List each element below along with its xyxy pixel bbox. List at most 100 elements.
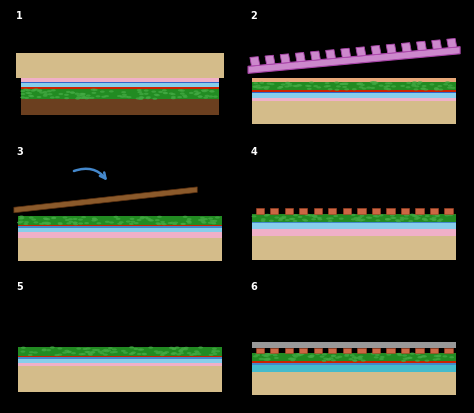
- Ellipse shape: [418, 81, 422, 83]
- Ellipse shape: [37, 90, 42, 92]
- Ellipse shape: [313, 85, 318, 87]
- Ellipse shape: [105, 221, 109, 223]
- Bar: [253, 90, 456, 92]
- Ellipse shape: [33, 351, 38, 354]
- Ellipse shape: [163, 92, 168, 94]
- Ellipse shape: [215, 350, 220, 352]
- Ellipse shape: [400, 218, 404, 221]
- Bar: [284, 348, 293, 353]
- Ellipse shape: [270, 83, 274, 85]
- Ellipse shape: [397, 354, 402, 356]
- Ellipse shape: [137, 353, 142, 355]
- Ellipse shape: [279, 218, 283, 220]
- Ellipse shape: [448, 214, 453, 216]
- Ellipse shape: [82, 348, 87, 350]
- Ellipse shape: [122, 94, 127, 96]
- Ellipse shape: [296, 353, 301, 355]
- Ellipse shape: [26, 89, 31, 91]
- Ellipse shape: [374, 356, 379, 358]
- Bar: [253, 78, 456, 81]
- Ellipse shape: [148, 347, 153, 349]
- Ellipse shape: [328, 220, 333, 222]
- Ellipse shape: [201, 221, 207, 224]
- Ellipse shape: [395, 219, 400, 221]
- Ellipse shape: [103, 349, 108, 351]
- Ellipse shape: [81, 93, 85, 95]
- Ellipse shape: [176, 353, 181, 356]
- Ellipse shape: [253, 86, 258, 88]
- Ellipse shape: [181, 347, 186, 349]
- Ellipse shape: [43, 217, 48, 220]
- Ellipse shape: [411, 83, 416, 85]
- Ellipse shape: [334, 81, 339, 84]
- Ellipse shape: [344, 83, 348, 85]
- Ellipse shape: [256, 85, 261, 87]
- Ellipse shape: [168, 222, 173, 224]
- Ellipse shape: [149, 219, 154, 221]
- Ellipse shape: [52, 217, 56, 219]
- Ellipse shape: [410, 214, 414, 216]
- Ellipse shape: [300, 353, 304, 355]
- Bar: [253, 223, 456, 229]
- Ellipse shape: [305, 85, 310, 87]
- Ellipse shape: [64, 97, 69, 99]
- Ellipse shape: [308, 356, 312, 358]
- Ellipse shape: [121, 91, 126, 93]
- Text: 1: 1: [16, 11, 23, 21]
- Ellipse shape: [130, 221, 135, 223]
- Bar: [253, 81, 456, 90]
- Ellipse shape: [445, 214, 449, 216]
- Ellipse shape: [322, 360, 327, 362]
- Ellipse shape: [62, 351, 67, 354]
- Ellipse shape: [202, 90, 207, 92]
- Ellipse shape: [163, 92, 167, 94]
- Ellipse shape: [266, 83, 271, 85]
- Ellipse shape: [195, 93, 200, 95]
- Ellipse shape: [78, 218, 83, 221]
- Ellipse shape: [414, 216, 419, 218]
- Ellipse shape: [137, 89, 142, 91]
- Ellipse shape: [34, 221, 38, 223]
- Bar: [20, 87, 219, 89]
- Ellipse shape: [171, 352, 176, 354]
- Ellipse shape: [73, 218, 78, 220]
- Ellipse shape: [71, 352, 76, 354]
- Ellipse shape: [43, 91, 47, 93]
- Ellipse shape: [200, 217, 205, 219]
- Ellipse shape: [423, 219, 428, 221]
- Ellipse shape: [344, 83, 348, 85]
- Ellipse shape: [45, 221, 49, 224]
- Bar: [430, 348, 438, 353]
- Polygon shape: [14, 187, 197, 213]
- Bar: [328, 208, 337, 214]
- Ellipse shape: [265, 353, 270, 355]
- Ellipse shape: [308, 214, 313, 217]
- Ellipse shape: [351, 214, 356, 216]
- Bar: [253, 363, 456, 365]
- Ellipse shape: [438, 85, 442, 87]
- Text: 3: 3: [16, 147, 23, 157]
- Ellipse shape: [388, 82, 392, 85]
- Ellipse shape: [375, 216, 380, 218]
- Ellipse shape: [187, 222, 192, 224]
- Ellipse shape: [45, 223, 50, 225]
- Ellipse shape: [422, 218, 427, 220]
- Ellipse shape: [291, 218, 295, 220]
- Ellipse shape: [73, 221, 78, 224]
- Ellipse shape: [418, 214, 422, 216]
- Ellipse shape: [209, 95, 213, 97]
- Ellipse shape: [43, 93, 48, 95]
- Ellipse shape: [315, 353, 320, 355]
- Bar: [314, 348, 322, 353]
- Ellipse shape: [162, 352, 167, 354]
- Ellipse shape: [358, 219, 363, 221]
- Ellipse shape: [119, 221, 124, 223]
- Ellipse shape: [81, 93, 86, 95]
- Ellipse shape: [121, 350, 126, 352]
- Ellipse shape: [285, 219, 290, 221]
- Ellipse shape: [293, 214, 298, 216]
- Ellipse shape: [84, 222, 89, 224]
- Ellipse shape: [372, 83, 376, 85]
- Ellipse shape: [64, 94, 69, 96]
- Bar: [20, 78, 219, 81]
